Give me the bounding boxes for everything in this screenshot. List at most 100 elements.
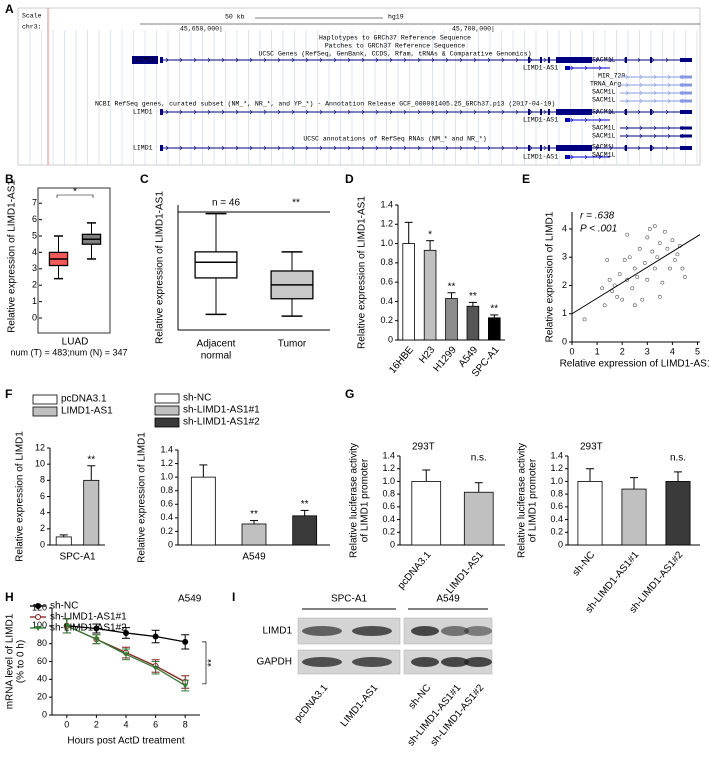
y-tick-label: 2	[32, 280, 37, 290]
gene-exon	[680, 146, 692, 150]
bar	[402, 243, 415, 341]
legend-swatch	[32, 406, 58, 417]
y-axis-label: Relative expression of LIMD1	[137, 432, 148, 563]
chart-title: 293T	[580, 442, 603, 453]
y-tick-label: 20	[37, 692, 47, 702]
gene-strand-arrow	[193, 109, 197, 115]
y-tick-label: 1.4	[380, 199, 393, 209]
y-tick-label: 1.0	[382, 476, 395, 486]
gene-exon	[548, 109, 550, 115]
legend-marker	[35, 603, 41, 609]
significance: **	[87, 454, 95, 465]
blot-band	[411, 657, 439, 667]
y-tick-label: 3	[562, 252, 567, 262]
gene-strand-arrow	[473, 145, 477, 151]
gene-exon	[556, 57, 590, 63]
gene-strand-arrow	[639, 125, 643, 131]
gene-exon	[680, 99, 692, 103]
y-tick-label: 10	[35, 459, 45, 469]
gene-strand-arrow	[207, 109, 211, 115]
significance: *	[73, 187, 77, 198]
panel-label: E	[522, 172, 530, 186]
y-tick-label: 12	[35, 442, 45, 452]
legend-marker	[35, 614, 41, 620]
gene-strand-arrow	[529, 145, 533, 151]
x-axis-label: Hours post ActD treatment	[67, 736, 184, 747]
gene-strand-arrow	[179, 145, 183, 151]
gene-exon	[625, 145, 627, 151]
y-tick-label: 0	[42, 709, 47, 719]
gene-strand-arrow	[609, 109, 613, 115]
x-tick-label: 2	[620, 346, 625, 356]
gene-exon	[556, 109, 590, 115]
browser-text: SACM1L	[592, 125, 616, 132]
gene-exon	[590, 145, 592, 151]
gene-strand-arrow	[570, 154, 574, 160]
gene-strand-arrow	[347, 57, 351, 63]
legend-label: sh-LIMD1-AS1#1	[183, 405, 260, 416]
gene-strand-arrow	[445, 57, 449, 63]
scatter-point	[662, 229, 667, 234]
gene-strand-arrow	[625, 133, 629, 139]
gene-strand-arrow	[653, 133, 657, 139]
scatter-point	[632, 266, 637, 271]
y-tick-label: 2	[562, 280, 567, 290]
gene-exon	[680, 75, 692, 79]
x-tick-label: A549	[242, 552, 266, 563]
gene-strand-arrow	[291, 145, 295, 151]
gene-strand-arrow	[235, 145, 239, 151]
x-tick-label: 5	[695, 346, 700, 356]
legend-swatch	[154, 393, 180, 404]
scatter-point	[660, 280, 665, 285]
gene-strand-arrow	[639, 74, 643, 80]
gene-exon	[650, 57, 652, 63]
y-tick-label: 1	[32, 296, 37, 306]
scatter-point	[600, 286, 605, 291]
scatter-point	[622, 258, 627, 262]
gene-strand-arrow	[319, 57, 323, 63]
x-tick-label: 6	[153, 719, 158, 729]
gene-strand-arrow	[653, 74, 657, 80]
browser-text: SACM1L	[592, 97, 616, 104]
gene-strand-arrow	[598, 154, 602, 160]
browser-text: TRNA_Arg	[590, 81, 621, 88]
significance: **	[207, 659, 218, 667]
gene-strand-arrow	[291, 57, 295, 63]
scatter-point	[602, 303, 607, 308]
y-tick-label: 5	[32, 230, 37, 240]
gene-strand-arrow	[249, 109, 253, 115]
x-tick-label: 0	[64, 719, 69, 729]
browser-text: LIMD1-AS1	[523, 117, 558, 124]
marker	[182, 638, 189, 645]
browser-text: UCSC Genes (RefSeq, GenBank, CCDS, Rfam,…	[258, 51, 531, 58]
browser-text: chr3:	[22, 24, 42, 31]
annotation: n.s.	[670, 453, 686, 464]
y-axis-label: Relative luciferase activity	[517, 443, 528, 558]
gene-exon	[565, 66, 570, 70]
significance: **	[490, 304, 498, 315]
gene-strand-arrow	[431, 145, 435, 151]
gene-strand-arrow	[165, 109, 169, 115]
scatter-point	[655, 255, 660, 260]
y-tick-label: 1.0	[550, 476, 563, 486]
scatter-point	[625, 277, 630, 282]
panel-label: C	[140, 172, 149, 186]
gene-strand-arrow	[277, 145, 281, 151]
blot-band	[411, 626, 439, 636]
gene-exon	[565, 155, 570, 159]
scatter-point	[605, 258, 610, 262]
gene-strand-arrow	[625, 82, 629, 88]
gene-strand-arrow	[445, 145, 449, 151]
marker	[123, 629, 129, 636]
gene-strand-arrow	[584, 65, 588, 71]
gene-strand-arrow	[291, 109, 295, 115]
bar	[241, 523, 267, 546]
legend-swatch	[154, 417, 180, 428]
y-tick-label: 4	[32, 247, 37, 257]
y-tick-label: 1.2	[160, 458, 173, 468]
scatter-point	[665, 246, 670, 251]
gene-strand-arrow	[529, 57, 533, 63]
browser-text: LIMD1	[135, 57, 155, 64]
gene-strand-arrow	[417, 57, 421, 63]
gene-strand-arrow	[667, 82, 671, 88]
